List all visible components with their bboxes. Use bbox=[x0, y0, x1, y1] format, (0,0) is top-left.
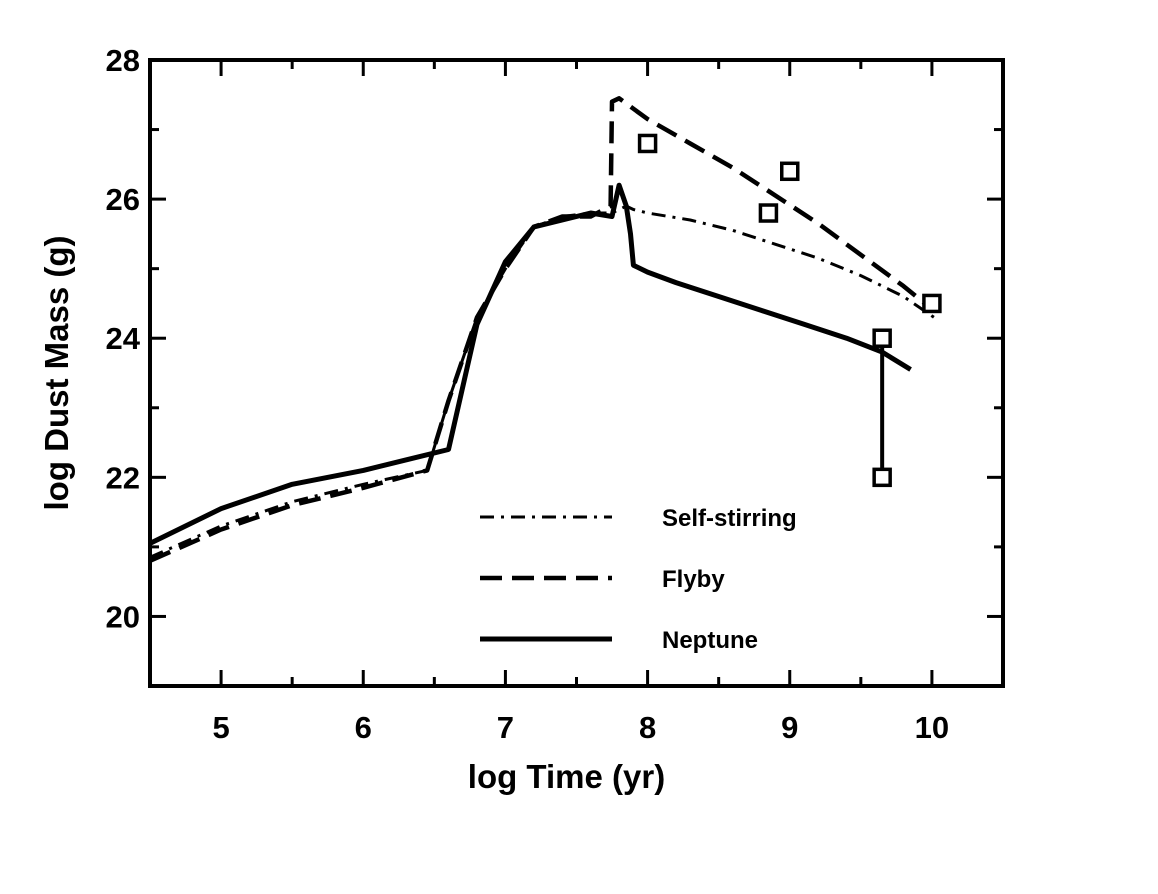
y-tick-label: 28 bbox=[106, 43, 140, 78]
x-tick-label: 7 bbox=[497, 710, 514, 745]
observation-point-5 bbox=[872, 467, 892, 488]
series-line-neptune bbox=[150, 182, 912, 546]
y-tick-label: 24 bbox=[106, 321, 141, 356]
x-tick-label: 9 bbox=[781, 710, 798, 745]
observation-point-2 bbox=[758, 203, 779, 223]
observation-point-3 bbox=[780, 161, 800, 182]
legend-label-neptune: Neptune bbox=[662, 627, 758, 654]
observation-point-6 bbox=[922, 293, 942, 314]
observation-point-1 bbox=[637, 133, 658, 154]
x-tick-label: 10 bbox=[915, 710, 949, 745]
legend-label-flyby: Flyby bbox=[662, 566, 725, 593]
legend-label-self-stirring: Self-stirring bbox=[662, 505, 797, 532]
axis-ticks bbox=[148, 58, 1005, 688]
y-tick-label: 20 bbox=[106, 599, 140, 634]
legend: Self-stirring Flyby Neptune bbox=[480, 505, 797, 654]
series-line-self-stirring bbox=[150, 204, 940, 559]
axis-tick-labels: 5 6 7 8 9 10 20 22 24 26 28 bbox=[106, 43, 950, 745]
y-axis-label: log Dust Mass (g) bbox=[38, 235, 75, 510]
x-tick-label: 5 bbox=[212, 710, 229, 745]
series-line-flyby bbox=[150, 96, 927, 563]
y-tick-label: 22 bbox=[106, 460, 140, 495]
x-axis-label: log Time (yr) bbox=[468, 758, 665, 795]
plot-marks bbox=[150, 96, 942, 563]
observation-point-4 bbox=[872, 328, 892, 348]
x-tick-label: 6 bbox=[355, 710, 372, 745]
y-tick-label: 26 bbox=[106, 182, 140, 217]
x-tick-label: 8 bbox=[639, 710, 656, 745]
plot-frame bbox=[148, 58, 1005, 688]
